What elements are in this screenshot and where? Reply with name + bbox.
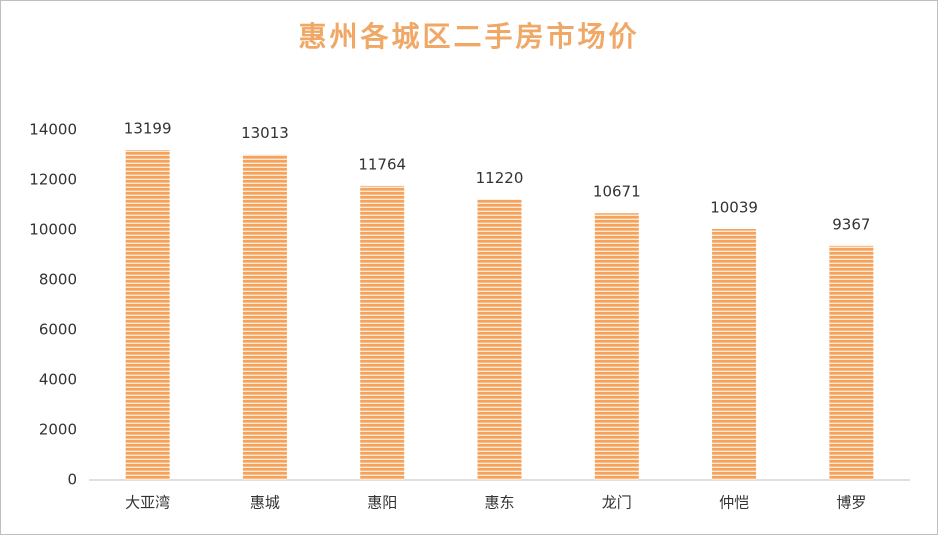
x-tick-label: 惠东 — [484, 494, 514, 512]
value-label: 10671 — [593, 183, 641, 201]
value-label: 9367 — [832, 215, 870, 233]
bar — [242, 154, 287, 481]
y-tick-label: 8000 — [39, 271, 77, 289]
value-label: 13013 — [241, 124, 289, 142]
chart-title: 惠州各城区二手房市场价 — [298, 20, 639, 53]
y-tick-label: 6000 — [39, 321, 77, 339]
x-tick-label: 惠阳 — [367, 494, 397, 512]
y-tick-label: 2000 — [39, 421, 77, 439]
x-tick-label: 仲恺 — [719, 494, 749, 512]
y-tick-label: 10000 — [29, 221, 77, 239]
bar — [712, 229, 757, 480]
bar — [829, 245, 874, 480]
x-tick-label: 博罗 — [836, 494, 866, 512]
bar — [125, 150, 170, 480]
x-tick-label: 龙门 — [602, 494, 632, 512]
value-label: 13199 — [124, 120, 172, 138]
bar — [594, 213, 639, 480]
y-tick-label: 4000 — [39, 371, 77, 389]
y-tick-label: 0 — [67, 471, 77, 489]
x-tick-label: 大亚湾 — [125, 494, 170, 512]
bar — [477, 199, 522, 480]
value-label: 10039 — [710, 199, 758, 217]
y-tick-label: 14000 — [29, 121, 77, 139]
x-tick-label: 惠城 — [250, 494, 280, 512]
value-label: 11220 — [476, 169, 524, 187]
y-tick-label: 12000 — [29, 171, 77, 189]
value-label: 11764 — [358, 155, 406, 173]
bar — [360, 185, 405, 480]
